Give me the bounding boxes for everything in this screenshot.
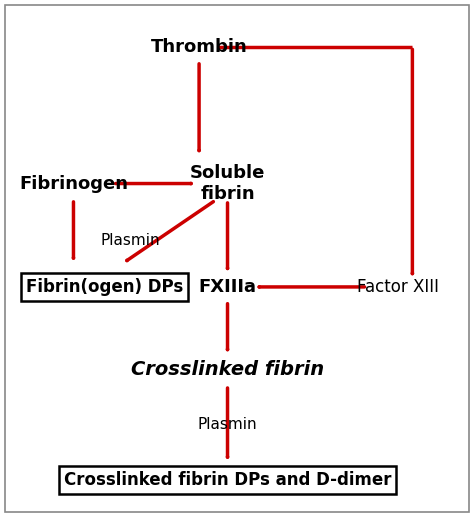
Text: Fibrinogen: Fibrinogen <box>19 175 128 192</box>
Text: Crosslinked fibrin DPs and D-dimer: Crosslinked fibrin DPs and D-dimer <box>64 471 391 489</box>
Text: Plasmin: Plasmin <box>198 417 257 433</box>
Text: Soluble
fibrin: Soluble fibrin <box>190 164 265 203</box>
Text: FXIIIa: FXIIIa <box>199 278 256 296</box>
Text: Plasmin: Plasmin <box>100 233 160 248</box>
Text: Thrombin: Thrombin <box>151 38 247 55</box>
Text: Crosslinked fibrin: Crosslinked fibrin <box>131 360 324 379</box>
Text: Factor XIII: Factor XIII <box>357 278 439 296</box>
Text: Fibrin(ogen) DPs: Fibrin(ogen) DPs <box>26 278 183 296</box>
